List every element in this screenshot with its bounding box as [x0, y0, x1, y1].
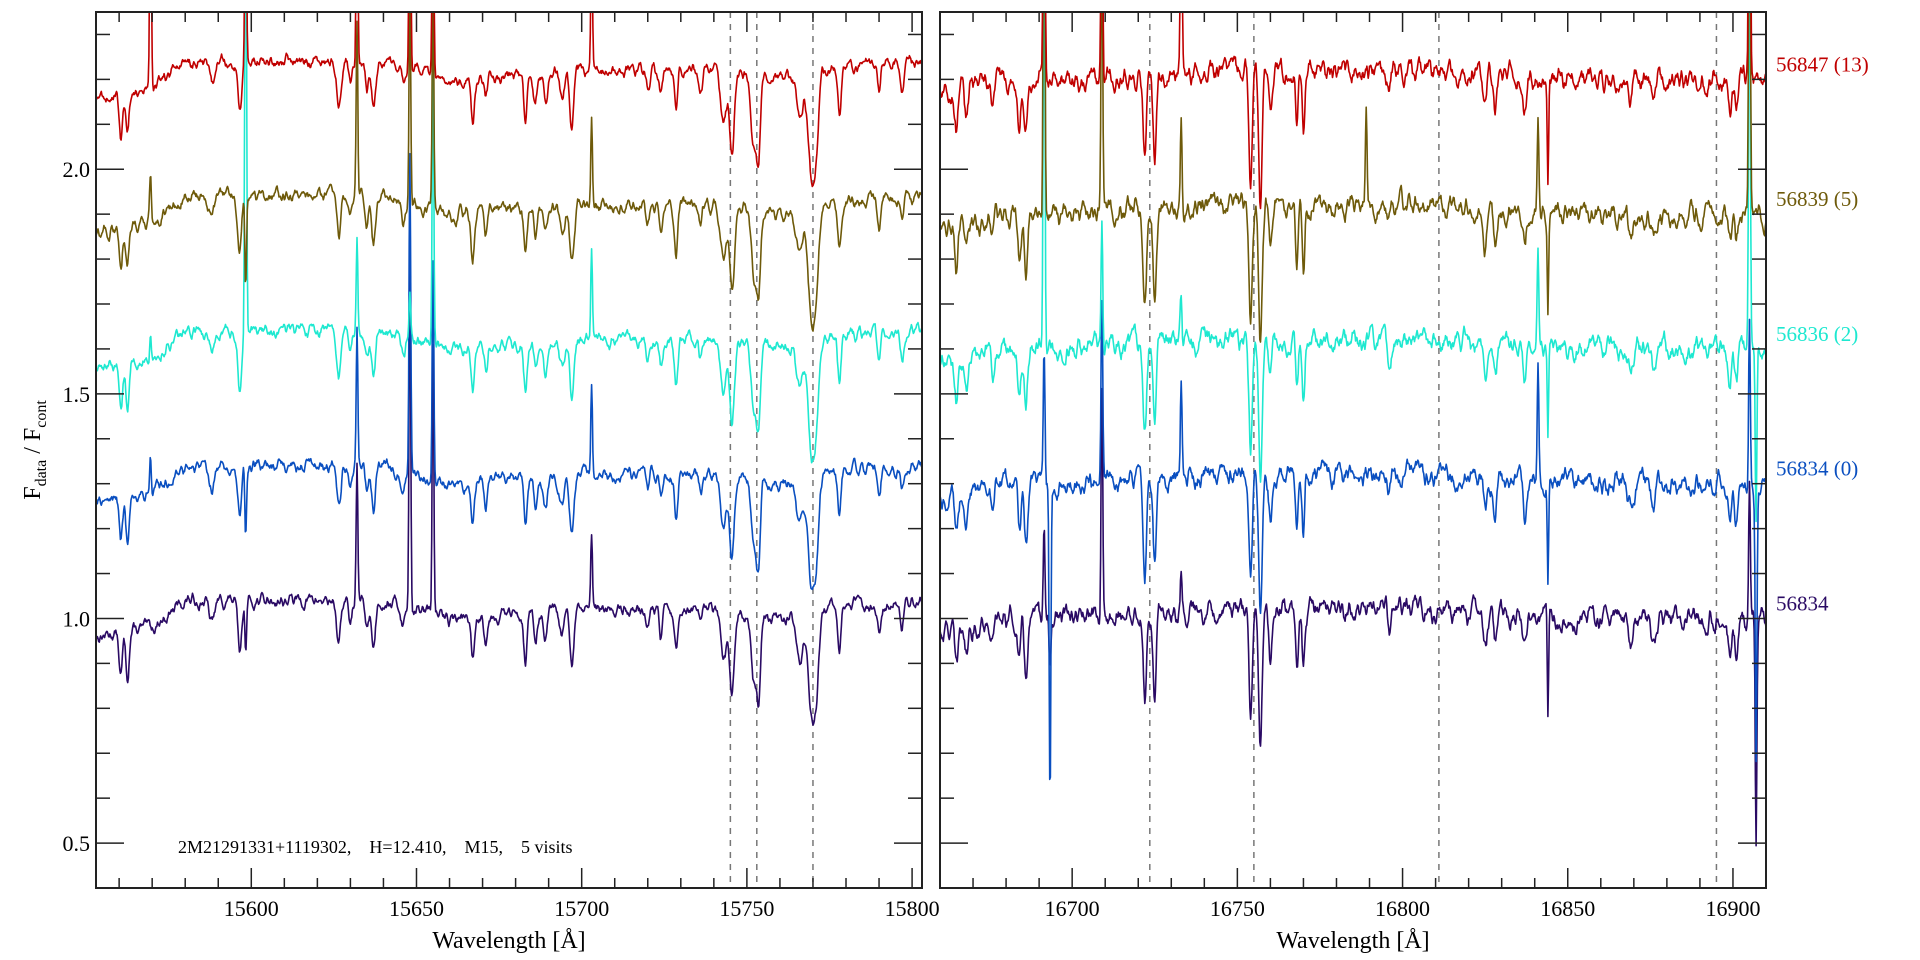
series-label: 56839 (5) [1776, 187, 1858, 211]
right-panel: 16700 16750 16800 16850 16900 Wavelength [Å] [939, 11, 1767, 954]
spectrum-line-56847-13-panel2 [940, 12, 1766, 210]
y-tick-label: 0.5 [63, 831, 91, 856]
y-axis-label-sub-data: data [33, 460, 50, 487]
x-tick-label: 16800 [1375, 896, 1430, 921]
x-axis-label: Wavelength [Å] [1276, 928, 1429, 954]
x-tick-label: 15800 [885, 896, 940, 921]
spectrum-line-56834-panel2 [940, 387, 1766, 847]
x-tick-label: 15700 [554, 896, 609, 921]
left-panel: 15600 15650 15700 15750 15800 Wavelength [Å] 0… [63, 11, 940, 954]
x-tick-label: 15600 [224, 896, 279, 921]
series-labels: 56834 56834 (0) 56836 (2) 56839 (5) 56847 (1… [1776, 52, 1869, 615]
x-tick-label: 16750 [1210, 896, 1265, 921]
x-tick-label: 15750 [719, 896, 774, 921]
y-tick-label: 1.0 [63, 606, 91, 631]
spectrum-line-56836-2-panel1 [96, 12, 922, 464]
y-axis-label-sub-cont: cont [33, 400, 50, 428]
spectrum-line-56839-5-panel2 [940, 12, 1766, 343]
spectrum-line-56847-13-panel1 [96, 12, 922, 188]
y-axis-label-separator: / F [20, 428, 46, 460]
spectrum-line-56834-0-panel1 [96, 152, 922, 591]
series-label: 56834 (0) [1776, 457, 1858, 481]
x-axis-label: Wavelength [Å] [432, 928, 585, 954]
series-label: 56834 [1776, 591, 1829, 615]
spectra-group [940, 12, 1766, 847]
spectrum-line-56839-5-panel1 [96, 12, 922, 332]
x-tick-label: 16700 [1045, 896, 1100, 921]
y-axis-label-main: F [20, 486, 46, 499]
y-tick-label: 1.5 [63, 382, 91, 407]
series-label: 56847 (13) [1776, 52, 1869, 76]
plot-frame [95, 11, 923, 889]
annotation-text: 2M21291331+1119302, H=12.410, M15, 5 vis… [178, 837, 573, 857]
spectrum-line-56834-0-panel2 [940, 299, 1766, 781]
x-tick-label: 16900 [1705, 896, 1760, 921]
series-label: 56836 (2) [1776, 322, 1858, 346]
y-axis-label: Fdata / Fcont [20, 400, 50, 500]
y-tick-label: 2.0 [63, 157, 91, 182]
spectra-group [96, 12, 922, 726]
x-tick-label: 15650 [389, 896, 444, 921]
x-tick-label: 16850 [1540, 896, 1595, 921]
plot-frame [939, 11, 1767, 889]
spectrum-line-56834-panel1 [96, 252, 922, 726]
spectrum-line-56836-2-panel2 [940, 12, 1766, 523]
